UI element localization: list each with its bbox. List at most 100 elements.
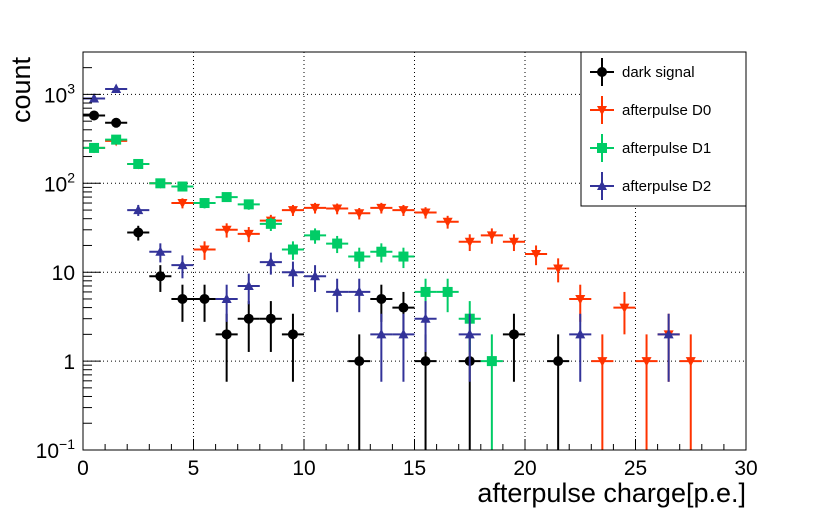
x-tick-label: 20 <box>513 457 536 480</box>
data-point <box>243 229 254 240</box>
data-point <box>287 206 298 216</box>
legend: dark signal afterpulse D0 afterpulse D1 aft… <box>580 51 747 207</box>
data-point <box>199 245 210 256</box>
data-point <box>199 198 210 209</box>
data-point <box>111 117 122 128</box>
data-layer <box>83 83 702 450</box>
data-point <box>155 178 166 189</box>
data-point <box>287 266 298 277</box>
data-point <box>177 293 188 304</box>
data-point <box>398 302 409 313</box>
data-point <box>354 356 365 367</box>
legend-marker <box>597 180 607 190</box>
y-tick-label: 103 <box>44 80 75 107</box>
data-point <box>155 271 166 282</box>
data-point <box>310 270 321 281</box>
legend-box <box>580 51 747 207</box>
data-point <box>111 83 122 94</box>
data-point <box>89 92 100 103</box>
x-tick-label: 5 <box>188 457 200 480</box>
data-point <box>111 134 122 145</box>
data-point <box>376 203 387 214</box>
y-tick-label: 10−1 <box>36 436 76 463</box>
data-point <box>464 237 475 248</box>
series-dark-signal <box>83 110 570 450</box>
data-point <box>177 259 188 270</box>
data-point <box>287 329 298 340</box>
data-point <box>442 217 453 228</box>
data-point <box>332 286 343 296</box>
legend-marker <box>597 106 607 116</box>
data-point <box>685 357 696 367</box>
frame-layer <box>82 51 747 451</box>
legend-label: dark signal <box>622 64 695 81</box>
data-point <box>575 294 586 305</box>
data-point <box>243 313 254 324</box>
legend-label: afterpulse D1 <box>622 140 711 157</box>
data-point <box>553 356 564 367</box>
data-point <box>310 230 321 241</box>
x-tick-label: 25 <box>624 457 647 480</box>
data-point <box>619 303 630 314</box>
legend-marker <box>597 143 607 153</box>
x-tick-label: 10 <box>292 457 315 480</box>
data-point <box>398 328 409 339</box>
data-point <box>221 225 232 236</box>
data-point <box>221 192 232 203</box>
data-point <box>332 238 343 249</box>
data-point <box>508 237 519 248</box>
y-tick-label: 1 <box>63 351 75 374</box>
data-point <box>177 181 188 192</box>
data-point <box>89 110 100 121</box>
x-tick-label: 15 <box>403 457 426 480</box>
data-point <box>332 204 343 215</box>
x-axis-label: afterpulse charge[p.e.] <box>477 478 746 508</box>
x-tick-label: 30 <box>734 457 757 480</box>
legend-item: afterpulse D0 <box>590 96 711 124</box>
data-point <box>243 280 254 290</box>
data-point <box>597 357 608 367</box>
data-point <box>354 286 365 296</box>
y-tick-label: 10 <box>52 262 75 285</box>
data-point <box>641 357 652 367</box>
data-point <box>398 206 409 216</box>
data-point <box>442 286 453 297</box>
data-point <box>464 328 475 339</box>
legend-label: afterpulse D2 <box>622 178 711 195</box>
data-point <box>376 293 387 304</box>
data-point <box>177 199 188 209</box>
data-point <box>420 313 431 323</box>
data-point <box>133 158 144 169</box>
data-point <box>243 199 254 210</box>
ticklabel-layer: 0 5 10 15 20 25 30 10−1 1 10 102 103 <box>36 80 758 480</box>
data-point <box>265 218 276 229</box>
legend-item: dark signal <box>590 58 695 86</box>
y-axis-label: count <box>6 56 36 123</box>
y-tick-label: 102 <box>44 169 75 196</box>
data-point <box>199 293 210 304</box>
data-point <box>265 313 276 324</box>
data-point <box>89 142 100 153</box>
data-point <box>663 328 674 339</box>
data-point <box>575 328 586 339</box>
data-point <box>354 251 365 262</box>
data-point <box>486 356 497 367</box>
legend-item: afterpulse D1 <box>590 134 711 162</box>
data-point <box>133 227 144 238</box>
legend-label: afterpulse D0 <box>622 102 711 119</box>
data-point <box>265 256 276 267</box>
series-afterpulse-d1 <box>83 134 503 450</box>
series-afterpulse-d2 <box>83 83 680 382</box>
data-point <box>508 329 519 340</box>
data-point <box>376 246 387 257</box>
data-point <box>133 204 144 215</box>
data-point <box>155 246 166 256</box>
data-point <box>310 203 321 214</box>
data-point <box>376 328 387 339</box>
legend-item: afterpulse D2 <box>590 172 711 200</box>
data-point <box>531 250 542 260</box>
legend-marker <box>597 67 607 77</box>
data-point <box>420 286 431 297</box>
